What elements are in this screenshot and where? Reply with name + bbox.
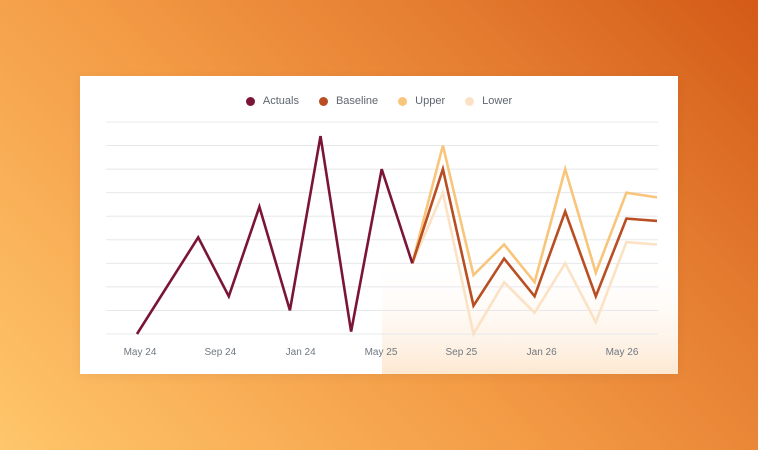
x-tick-label: Sep 25 bbox=[445, 347, 477, 358]
chart-legend: Actuals Baseline Upper Lower bbox=[80, 92, 678, 110]
legend-label-lower: Lower bbox=[482, 94, 513, 107]
legend-label-actuals: Actuals bbox=[262, 94, 299, 107]
legend-item-lower[interactable]: Lower bbox=[465, 94, 513, 107]
series-line-lower[interactable] bbox=[411, 188, 658, 338]
x-tick-label: Sep 24 bbox=[204, 347, 236, 358]
chart-card: Actuals Baseline Upper Lower May 24 Sep 2… bbox=[80, 76, 678, 374]
legend-swatch-actuals bbox=[245, 96, 255, 106]
legend-item-upper[interactable]: Upper bbox=[398, 94, 446, 107]
x-tick-label: May 24 bbox=[124, 347, 157, 358]
legend-label-baseline: Baseline bbox=[335, 94, 379, 107]
series-line-actuals[interactable] bbox=[135, 135, 414, 335]
x-tick-label: May 26 bbox=[606, 347, 639, 358]
legend-swatch-upper bbox=[398, 96, 408, 106]
legend-swatch-lower bbox=[465, 96, 475, 106]
legend-item-baseline[interactable]: Baseline bbox=[318, 94, 379, 107]
x-tick-label: Jan 26 bbox=[527, 347, 557, 358]
series-lines bbox=[135, 135, 658, 338]
series-line-upper[interactable] bbox=[411, 145, 658, 285]
legend-item-actuals[interactable]: Actuals bbox=[245, 94, 299, 107]
legend-label-upper: Upper bbox=[415, 94, 446, 107]
x-axis-tick-labels: May 24 Sep 24 Jan 24 May 25 Sep 25 Jan 26 May … bbox=[124, 347, 639, 358]
x-tick-label: Jan 24 bbox=[286, 347, 316, 358]
line-chart: May 24 Sep 24 Jan 24 May 25 Sep 25 Jan 26 May … bbox=[106, 121, 678, 374]
legend-swatch-baseline bbox=[318, 96, 328, 106]
x-tick-label: May 25 bbox=[365, 347, 398, 358]
series-line-baseline[interactable] bbox=[411, 164, 658, 309]
